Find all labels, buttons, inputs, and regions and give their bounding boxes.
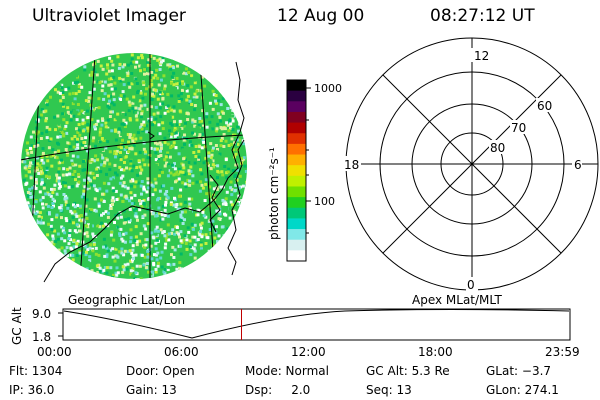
colorbar-swatch <box>287 90 306 102</box>
colorbar-swatch <box>287 218 306 230</box>
geographic-grid <box>21 53 246 279</box>
geo-latitude: GLat: −3.7 <box>486 364 552 378</box>
altitude-ticks <box>58 312 63 337</box>
ip-value: IP: 36.0 <box>9 383 55 397</box>
instrument-title: Ultraviolet Imager <box>32 6 186 26</box>
colorbar-swatch <box>287 186 306 198</box>
mlt-label-noon: 12 <box>474 49 489 63</box>
colorbar-swatch <box>287 239 306 251</box>
intensity-colorbar <box>287 80 306 262</box>
colorbar-swatch <box>287 122 306 134</box>
date-label: 12 Aug 00 <box>277 6 365 26</box>
colorbar-swatch <box>287 250 306 262</box>
mlt-label-dusk: 18 <box>344 158 359 172</box>
time-tick-0000: 00:00 <box>37 345 72 359</box>
colorbar-swatch <box>287 229 306 241</box>
altitude-plot-frame <box>62 308 571 341</box>
colorbar-swatch <box>287 143 306 156</box>
dsp-value: Dsp: 2.0 <box>245 383 311 397</box>
time-tick-1200: 12:00 <box>291 345 326 359</box>
altitude-tick-1.8: 1.8 <box>32 330 52 344</box>
altitude-axis-label: GC Alt <box>10 307 24 345</box>
geo-longitude: GLon: 274.1 <box>486 383 559 397</box>
polar-grid <box>345 37 599 291</box>
gc-altitude: GC Alt: 5.3 Re <box>366 364 450 378</box>
mlat-label-80: 80 <box>490 141 505 155</box>
door-status: Door: Open <box>126 364 195 378</box>
colorbar-swatch <box>287 165 306 177</box>
colorbar-swatch <box>287 175 306 187</box>
colorbar-swatch <box>287 207 306 219</box>
apex-caption: Apex MLat/MLT <box>412 293 502 307</box>
sequence-number: Seq: 13 <box>366 383 412 397</box>
colorbar-swatch <box>287 197 306 209</box>
colorbar-swatch <box>287 80 306 92</box>
time-tick-1800: 18:00 <box>418 345 453 359</box>
colorbar-swatch <box>287 154 306 166</box>
mlt-label-dawn: 6 <box>574 158 582 172</box>
time-tick-0600: 06:00 <box>164 345 199 359</box>
coastline-outline <box>43 61 245 283</box>
flight-number: Flt: 1304 <box>9 364 63 378</box>
mlt-label-midnight: 0 <box>467 278 475 292</box>
colorbar-swatch <box>287 133 306 145</box>
colorbar-swatch <box>287 101 306 113</box>
colorbar-frame <box>286 79 307 262</box>
gain-value: Gain: 13 <box>126 383 177 397</box>
time-tick-2359: 23:59 <box>545 345 580 359</box>
geographic-caption: Geographic Lat/Lon <box>68 293 186 307</box>
colorbar-tick-100: 100 <box>314 195 335 208</box>
uv-image-disk <box>21 53 247 279</box>
colorbar-ticks <box>306 87 311 234</box>
colorbar-swatch <box>287 111 306 124</box>
colorbar-unit-label: photon cm⁻²s⁻¹ <box>267 147 281 240</box>
time-label: 08:27:12 UT <box>430 6 535 26</box>
colorbar-tick-1000: 1000 <box>314 82 342 95</box>
mlat-label-70: 70 <box>511 121 526 135</box>
mode-status: Mode: Normal <box>245 364 329 378</box>
mlat-label-60: 60 <box>537 99 552 113</box>
altitude-tick-9: 9.0 <box>32 307 52 321</box>
altitude-curve <box>63 309 570 339</box>
